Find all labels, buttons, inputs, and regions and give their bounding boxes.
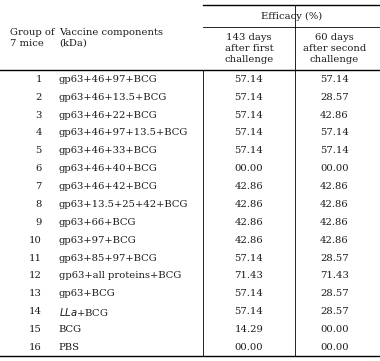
Text: 28.57: 28.57 — [320, 289, 349, 298]
Text: 5: 5 — [35, 146, 42, 155]
Text: 71.43: 71.43 — [320, 271, 349, 280]
Text: 2: 2 — [35, 93, 42, 102]
Text: 57.14: 57.14 — [234, 307, 263, 316]
Text: 57.14: 57.14 — [320, 129, 349, 138]
Text: 42.86: 42.86 — [234, 218, 263, 227]
Text: 16: 16 — [29, 343, 42, 352]
Text: 14: 14 — [29, 307, 42, 316]
Text: 42.86: 42.86 — [234, 200, 263, 209]
Text: 12: 12 — [29, 271, 42, 280]
Text: gp63+46+33+BCG: gp63+46+33+BCG — [59, 146, 158, 155]
Text: 1: 1 — [35, 75, 42, 84]
Text: Vaccine components
(kDa): Vaccine components (kDa) — [59, 28, 163, 48]
Text: 42.86: 42.86 — [234, 182, 263, 191]
Text: gp63+all proteins+BCG: gp63+all proteins+BCG — [59, 271, 181, 280]
Text: BCG: BCG — [59, 325, 82, 334]
Text: gp63+46+97+BCG: gp63+46+97+BCG — [59, 75, 158, 84]
Text: 57.14: 57.14 — [320, 146, 349, 155]
Text: 60 days
after second
challenge: 60 days after second challenge — [303, 33, 366, 64]
Text: gp63+46+40+BCG: gp63+46+40+BCG — [59, 164, 158, 173]
Text: 11: 11 — [29, 253, 42, 262]
Text: 42.86: 42.86 — [320, 236, 349, 245]
Text: gp63+66+BCG: gp63+66+BCG — [59, 218, 136, 227]
Text: 10: 10 — [29, 236, 42, 245]
Text: 6: 6 — [36, 164, 42, 173]
Text: 143 days
after first
challenge: 143 days after first challenge — [224, 33, 274, 64]
Text: 42.86: 42.86 — [234, 236, 263, 245]
Text: 57.14: 57.14 — [234, 253, 263, 262]
Text: gp63+13.5+25+42+BCG: gp63+13.5+25+42+BCG — [59, 200, 188, 209]
Text: 4: 4 — [35, 129, 42, 138]
Text: 42.86: 42.86 — [320, 200, 349, 209]
Text: 00.00: 00.00 — [320, 325, 349, 334]
Text: 57.14: 57.14 — [234, 129, 263, 138]
Text: 8: 8 — [35, 200, 42, 209]
Text: 00.00: 00.00 — [320, 343, 349, 352]
Text: 71.43: 71.43 — [234, 271, 263, 280]
Text: 3: 3 — [35, 110, 42, 119]
Text: 15: 15 — [29, 325, 42, 334]
Text: gp63+46+13.5+BCG: gp63+46+13.5+BCG — [59, 93, 167, 102]
Text: 00.00: 00.00 — [234, 164, 263, 173]
Text: 28.57: 28.57 — [320, 253, 349, 262]
Text: PBS: PBS — [59, 343, 80, 352]
Text: $\it{LLa}$+BCG: $\it{LLa}$+BCG — [59, 306, 109, 318]
Text: 42.86: 42.86 — [320, 110, 349, 119]
Text: 00.00: 00.00 — [234, 343, 263, 352]
Text: Group of
7 mice: Group of 7 mice — [10, 28, 54, 48]
Text: gp63+46+97+13.5+BCG: gp63+46+97+13.5+BCG — [59, 129, 188, 138]
Text: 7: 7 — [35, 182, 42, 191]
Text: 14.29: 14.29 — [234, 325, 263, 334]
Text: gp63+BCG: gp63+BCG — [59, 289, 116, 298]
Text: 28.57: 28.57 — [320, 307, 349, 316]
Text: gp63+46+42+BCG: gp63+46+42+BCG — [59, 182, 158, 191]
Text: Efficacy (%): Efficacy (%) — [261, 12, 323, 21]
Text: 57.14: 57.14 — [234, 146, 263, 155]
Text: 42.86: 42.86 — [320, 218, 349, 227]
Text: 57.14: 57.14 — [320, 75, 349, 84]
Text: 13: 13 — [29, 289, 42, 298]
Text: gp63+85+97+BCG: gp63+85+97+BCG — [59, 253, 158, 262]
Text: 28.57: 28.57 — [320, 93, 349, 102]
Text: 57.14: 57.14 — [234, 289, 263, 298]
Text: 9: 9 — [35, 218, 42, 227]
Text: 00.00: 00.00 — [320, 164, 349, 173]
Text: gp63+46+22+BCG: gp63+46+22+BCG — [59, 110, 158, 119]
Text: 42.86: 42.86 — [320, 182, 349, 191]
Text: gp63+97+BCG: gp63+97+BCG — [59, 236, 137, 245]
Text: 57.14: 57.14 — [234, 93, 263, 102]
Text: 57.14: 57.14 — [234, 110, 263, 119]
Text: 57.14: 57.14 — [234, 75, 263, 84]
